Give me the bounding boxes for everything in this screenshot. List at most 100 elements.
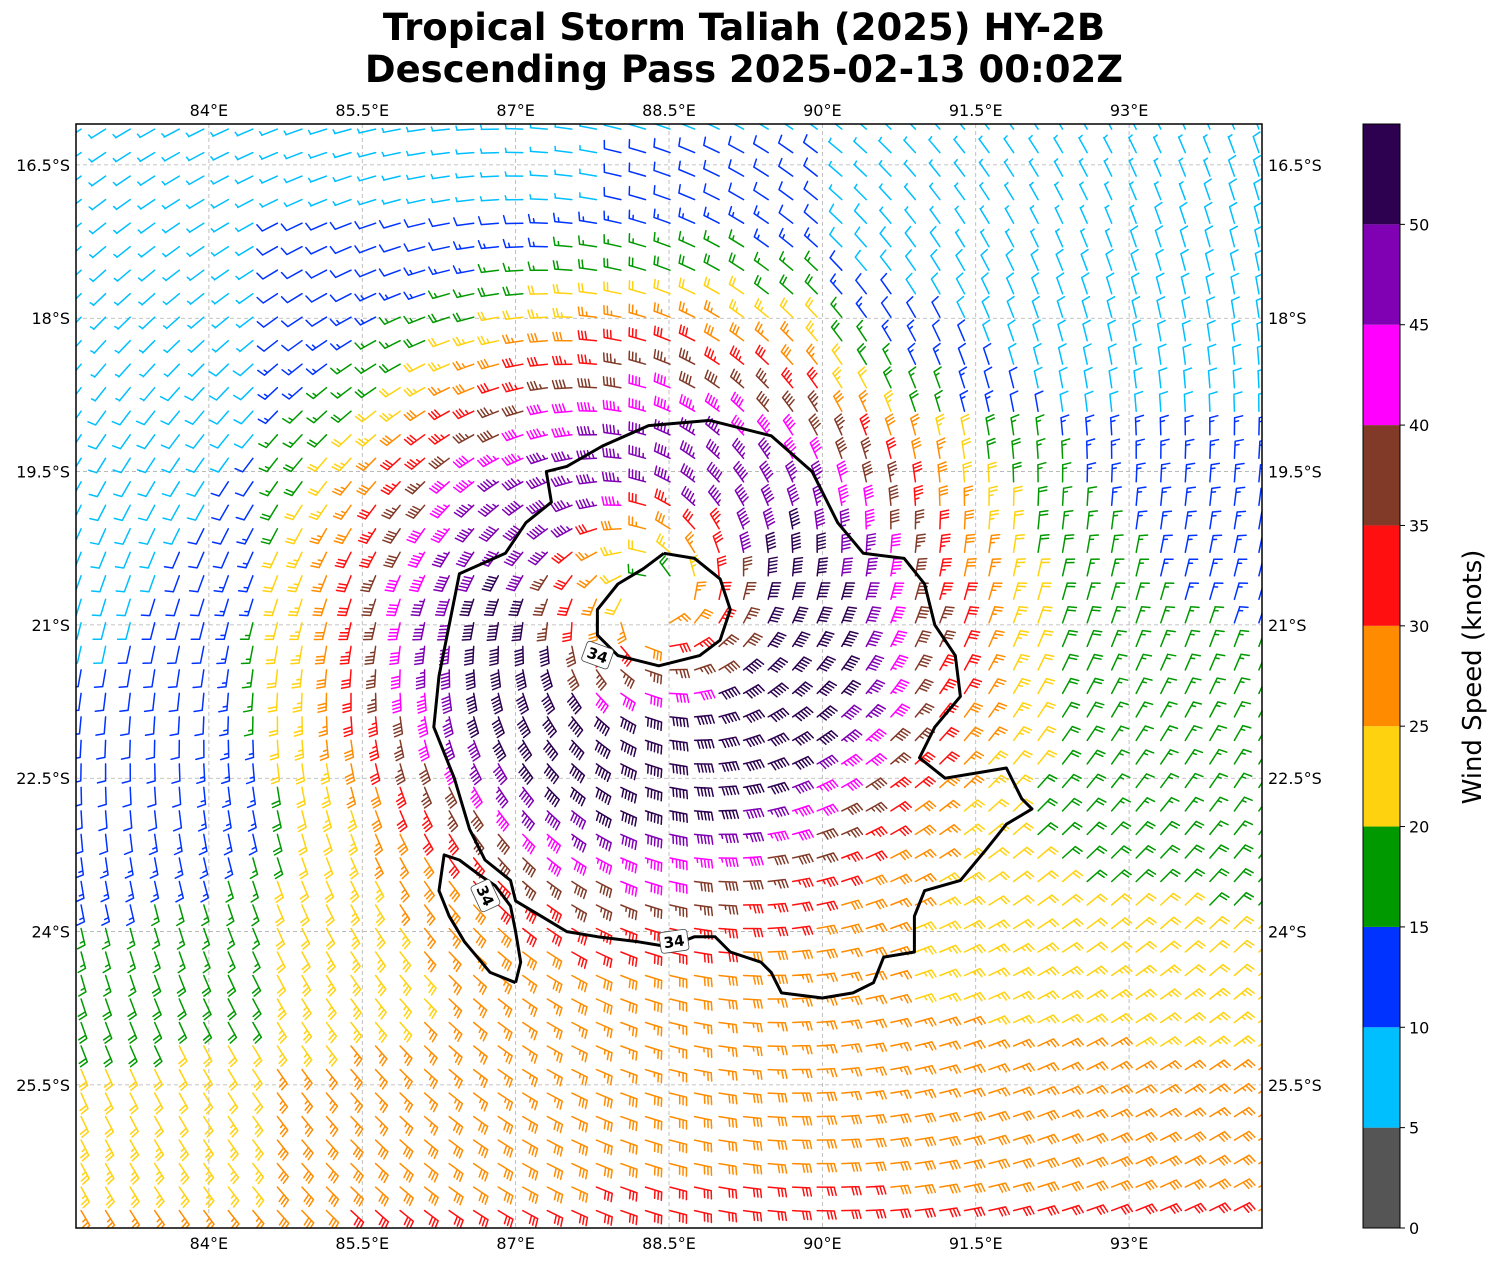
wind-barb (1110, 1108, 1134, 1118)
wind-barb (939, 654, 957, 671)
wind-barb (1134, 414, 1145, 436)
wind-barb (1133, 367, 1143, 389)
wind-barb (914, 557, 928, 577)
wind-barb (939, 1135, 961, 1147)
wind-barb (283, 128, 303, 136)
wind-barb (928, 182, 941, 201)
wind-barb (137, 175, 156, 186)
wind-barb (1059, 390, 1069, 412)
wind-barb (186, 222, 205, 234)
wind-barb (1086, 1204, 1109, 1215)
wind-barb (1079, 228, 1088, 248)
wind-barb (1012, 582, 1028, 601)
lat-tick-label-left: 25.5°S (16, 1076, 70, 1095)
wind-barb (1233, 438, 1245, 460)
wind-barb (119, 716, 131, 736)
wind-barb (354, 220, 377, 230)
wind-barb (1184, 462, 1196, 483)
wind-barb (76, 598, 82, 617)
wind-barb (1181, 296, 1191, 318)
wind-barb (284, 528, 303, 545)
wind-barb (742, 783, 765, 796)
wind-barb (539, 645, 550, 667)
wind-barb (1086, 510, 1099, 530)
wind-barb (753, 228, 769, 248)
wind-barb (427, 290, 450, 300)
wind-barb (189, 598, 205, 617)
wind-barb (853, 160, 868, 177)
wind-barb (1083, 124, 1088, 130)
wind-barb (1258, 560, 1262, 577)
wind-barb (127, 998, 137, 1021)
wind-barb (477, 335, 500, 346)
wind-barb (497, 1115, 514, 1135)
wind-barb (1231, 320, 1241, 342)
wind-barb (244, 739, 255, 761)
wind-barb (89, 316, 107, 331)
wind-barb (258, 457, 279, 473)
wind-barb (804, 250, 818, 271)
wind-barb (126, 904, 135, 927)
wind-barb (1110, 965, 1133, 977)
wind-barb (957, 342, 967, 365)
wind-barb (693, 1045, 713, 1059)
wind-barb (620, 833, 638, 851)
wind-barb (669, 833, 688, 847)
wind-barb (483, 598, 500, 617)
wind-barb (354, 245, 377, 254)
wind-barb (577, 354, 598, 365)
wind-barb (522, 1186, 539, 1205)
wind-barb (552, 260, 573, 271)
wind-barb (433, 575, 450, 592)
wind-barb (718, 581, 732, 601)
wind-barb (213, 575, 230, 593)
wind-barb (733, 460, 748, 483)
wind-barb (285, 551, 303, 569)
wind-barb (161, 128, 181, 138)
wind-barb (1110, 677, 1129, 695)
wind-barb (200, 880, 210, 903)
wind-barb (620, 1045, 638, 1061)
wind-barb (693, 763, 715, 773)
wind-barb (595, 974, 613, 992)
wind-barb (742, 658, 765, 674)
wind-barb (890, 1017, 912, 1028)
wind-barb (210, 151, 230, 161)
wind-barb (1233, 1178, 1256, 1190)
wind-barb (399, 1186, 414, 1207)
wind-barb (939, 896, 962, 906)
wind-barb (551, 355, 573, 366)
wind-barb (865, 970, 888, 981)
wind-barb (129, 1115, 139, 1138)
wind-barb (325, 1209, 340, 1228)
wind-barb (939, 606, 955, 624)
wind-barb (767, 707, 790, 723)
wind-barb (90, 551, 107, 569)
wind-barb (479, 196, 500, 202)
wind-barb (76, 269, 82, 276)
wind-barb (1160, 510, 1173, 530)
wind-barb (791, 949, 814, 960)
wind-barb (378, 220, 401, 229)
wind-barb (890, 727, 911, 742)
wind-barb (1037, 1109, 1060, 1121)
wind-barb (80, 1209, 91, 1228)
wind-barb (423, 904, 436, 926)
wind-barb (603, 234, 622, 248)
wind-barb (1004, 205, 1015, 224)
wind-barb (1204, 249, 1214, 271)
wind-barb (173, 833, 183, 856)
wind-barb (693, 951, 713, 964)
wind-barb (1184, 1107, 1207, 1118)
wind-barb (349, 880, 360, 903)
wind-barb (453, 217, 475, 227)
wind-barb (693, 904, 714, 917)
wind-barb (1061, 725, 1081, 742)
wind-barb (678, 207, 696, 224)
wind-barb (958, 366, 968, 389)
wind-barb (1086, 1061, 1109, 1071)
wind-barb (112, 128, 131, 139)
wind-barb (76, 316, 82, 324)
colorbar-tick-label: 25 (1409, 717, 1429, 736)
wind-barb (979, 228, 990, 248)
